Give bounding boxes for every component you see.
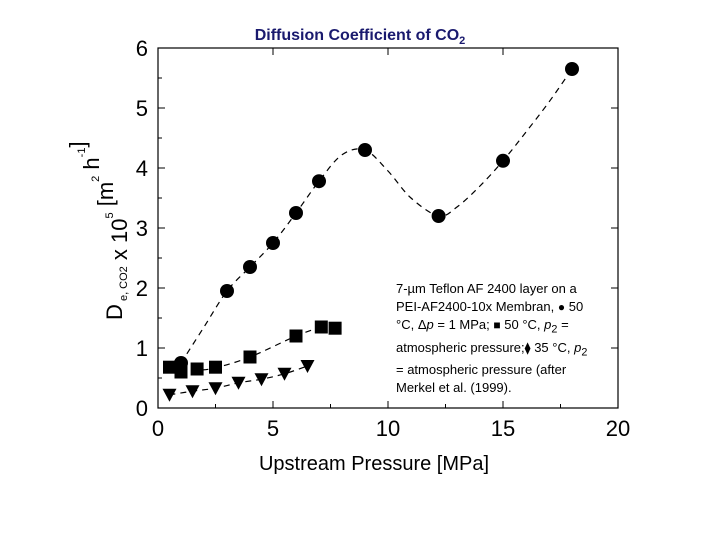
legend-text: 7-µm Teflon AF 2400 layer on a PEI-AF240… bbox=[396, 280, 648, 397]
y-tick-label: 3 bbox=[136, 216, 148, 241]
legend-line-3: °C, Δp = 1 MPa; ■ 50 °C, p2 = bbox=[396, 317, 569, 336]
data-point-circle bbox=[312, 174, 326, 189]
data-point-circle bbox=[358, 143, 372, 157]
legend-line-1: 7-µm Teflon AF 2400 layer on a bbox=[396, 281, 577, 296]
y-tick-label: 0 bbox=[136, 396, 148, 421]
x-tick-label: 10 bbox=[376, 416, 400, 441]
data-point-circle bbox=[565, 62, 579, 76]
y-axis-label-text: D e, CO2 x 105 [m2 h-1] bbox=[65, 141, 132, 320]
y-tick-label: 6 bbox=[136, 36, 148, 61]
data-point-triangle bbox=[208, 382, 223, 396]
y-tick-label: 1 bbox=[136, 336, 148, 361]
legend-line-2: PEI-AF2400-10x Membran, ● 50 bbox=[396, 299, 584, 314]
y-tick-label: 4 bbox=[136, 156, 148, 181]
data-point-square bbox=[174, 365, 188, 379]
square-marker-icon: ■ bbox=[493, 318, 501, 332]
x-tick-label: 5 bbox=[267, 416, 279, 441]
data-point-circle bbox=[266, 236, 280, 250]
chart-title: Diffusion Coefficient of CO2 bbox=[254, 27, 466, 48]
circle-marker-icon: ● bbox=[557, 300, 566, 314]
data-point-triangle bbox=[231, 376, 246, 390]
data-point-square bbox=[289, 329, 303, 343]
data-point-square bbox=[209, 360, 222, 374]
legend-line-6: Merkel et al. (1999). bbox=[396, 380, 512, 396]
data-point-triangle bbox=[254, 373, 269, 387]
data-point-triangle bbox=[277, 367, 292, 381]
data-point-triangle bbox=[300, 360, 315, 373]
data-point-triangle bbox=[185, 385, 200, 399]
data-point-square bbox=[243, 350, 257, 364]
x-tick-label: 20 bbox=[606, 416, 630, 441]
y-tick-label: 2 bbox=[136, 276, 148, 301]
data-point-square bbox=[328, 321, 342, 335]
diamond-marker-icon: ⧫ bbox=[524, 340, 531, 355]
data-point-circle bbox=[289, 206, 303, 220]
legend-line-5: = atmospheric pressure (after bbox=[396, 362, 567, 378]
data-point-square bbox=[314, 320, 328, 334]
data-point-square bbox=[190, 362, 204, 376]
data-point-circle bbox=[496, 153, 510, 168]
data-point-triangle bbox=[162, 388, 177, 402]
y-axis-label: D e, CO2 x 105 [m2 h-1] bbox=[65, 141, 132, 320]
data-point-square bbox=[163, 360, 176, 374]
data-point-circle bbox=[431, 209, 446, 223]
data-point-circle bbox=[220, 284, 234, 298]
x-axis-label: Upstream Pressure [MPa] bbox=[259, 453, 489, 475]
legend-line-4: atmospheric pressure;⧫ 35 °C, p2 bbox=[396, 339, 588, 359]
x-tick-label: 15 bbox=[491, 416, 515, 441]
y-tick-label: 5 bbox=[136, 96, 148, 121]
x-tick-label: 0 bbox=[152, 416, 164, 441]
data-point-circle bbox=[243, 260, 257, 274]
